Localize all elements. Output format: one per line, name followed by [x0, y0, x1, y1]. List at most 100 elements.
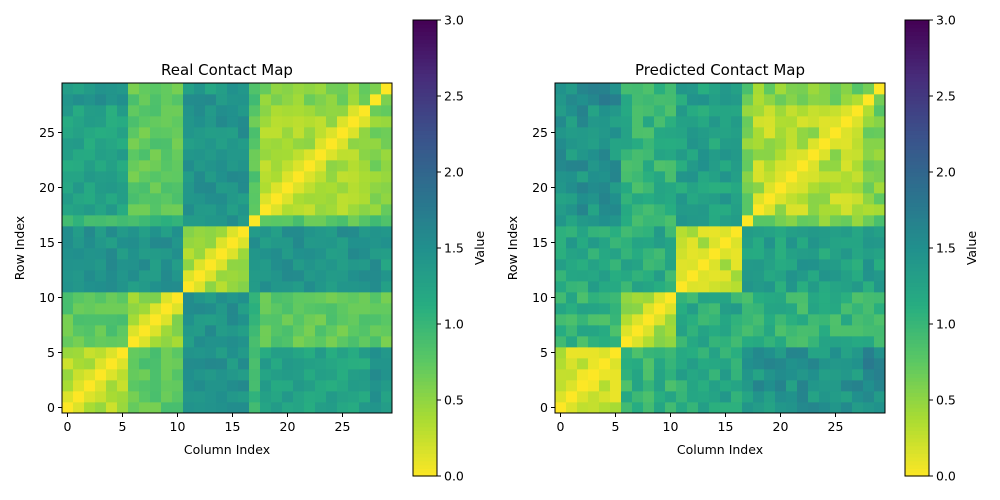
heatmap-cell: [128, 325, 140, 337]
heatmap-cell: [370, 402, 382, 414]
heatmap-cell: [95, 204, 107, 216]
heatmap-cell: [830, 314, 842, 326]
colorbar-segment: [905, 259, 929, 264]
heatmap-cell: [819, 94, 831, 106]
heatmap-cell: [764, 402, 776, 414]
heatmap-cell: [577, 314, 589, 326]
heatmap-cell: [84, 369, 96, 381]
heatmap-cell: [227, 226, 239, 238]
heatmap-cell: [588, 292, 600, 304]
heatmap-cell: [238, 259, 250, 271]
heatmap-cell: [84, 237, 96, 249]
heatmap-cell: [194, 248, 206, 260]
heatmap-cell: [577, 94, 589, 106]
heatmap-cell: [786, 281, 798, 293]
heatmap-cell: [260, 116, 272, 128]
heatmap-cell: [73, 281, 85, 293]
heatmap-cell: [654, 336, 666, 348]
colorbar-segment: [413, 210, 437, 215]
heatmap-cell: [161, 116, 173, 128]
heatmap-cell: [720, 226, 732, 238]
heatmap-cell: [150, 160, 162, 172]
colorbar-segment: [413, 297, 437, 302]
heatmap-cell: [359, 248, 371, 260]
heatmap-cell: [150, 171, 162, 183]
heatmap-cell: [797, 160, 809, 172]
heatmap-cell: [808, 215, 820, 227]
heatmap-cell: [698, 193, 710, 205]
heatmap-cell: [161, 380, 173, 392]
heatmap-cell: [852, 215, 864, 227]
heatmap-cell: [271, 325, 283, 337]
heatmap-cell: [62, 314, 74, 326]
heatmap-cell: [381, 94, 393, 106]
colorbar-segment: [905, 327, 929, 333]
heatmap-cell: [687, 138, 699, 150]
colorbar-segment: [413, 365, 437, 371]
heatmap-cell: [282, 204, 294, 216]
heatmap-cell: [205, 182, 217, 194]
heatmap-cell: [588, 116, 600, 128]
heatmap-cell: [874, 248, 886, 260]
heatmap-cell: [753, 83, 765, 95]
colorbar-segment: [413, 145, 437, 150]
heatmap-cell: [370, 215, 382, 227]
heatmap-cell: [205, 160, 217, 172]
heatmap-cell: [555, 149, 567, 161]
colorbar-segment: [905, 232, 929, 238]
heatmap-cell: [588, 160, 600, 172]
y-tick-label: 25: [39, 125, 55, 140]
colorbar-segment: [413, 472, 437, 477]
heatmap-cell: [775, 358, 787, 370]
heatmap-cell: [599, 259, 611, 271]
heatmap-cell: [359, 314, 371, 326]
heatmap-cell: [216, 270, 228, 282]
heatmap-cell: [555, 83, 567, 95]
heatmap-cell: [194, 292, 206, 304]
heatmap-cell: [282, 248, 294, 260]
heatmap-cell: [315, 380, 327, 392]
heatmap-cell: [348, 336, 360, 348]
heatmap-cell: [654, 182, 666, 194]
heatmap-cell: [238, 281, 250, 293]
colorbar-tick-label: 1.5: [444, 241, 464, 256]
heatmap-cell: [643, 402, 655, 414]
heatmap-cell: [841, 116, 853, 128]
heatmap-cell: [665, 215, 677, 227]
heatmap-cell: [293, 149, 305, 161]
heatmap-cell: [337, 336, 349, 348]
heatmap-cell: [326, 94, 338, 106]
heatmap-cell: [720, 204, 732, 216]
heatmap-cell: [139, 402, 151, 414]
heatmap-cell: [764, 259, 776, 271]
heatmap-cell: [205, 369, 217, 381]
heatmap-cell: [304, 347, 316, 359]
heatmap-cell: [282, 259, 294, 271]
heatmap-cell: [852, 94, 864, 106]
heatmap-cell: [271, 182, 283, 194]
heatmap-cell: [687, 226, 699, 238]
heatmap-cell: [73, 314, 85, 326]
heatmap-cell: [775, 380, 787, 392]
heatmap-cell: [742, 127, 754, 139]
heatmap-cell: [304, 226, 316, 238]
heatmap-cell: [808, 292, 820, 304]
heatmap-cell: [764, 105, 776, 117]
colorbar-tick-label: 3.0: [936, 13, 956, 28]
heatmap-cell: [106, 369, 118, 381]
heatmap-cell: [359, 391, 371, 403]
heatmap-cell: [161, 391, 173, 403]
heatmap-cell: [555, 270, 567, 282]
heatmap-cell: [227, 215, 239, 227]
heatmap-cell: [720, 380, 732, 392]
heatmap-cell: [183, 259, 195, 271]
heatmap-cell: [337, 402, 349, 414]
heatmap-cell: [348, 226, 360, 238]
colorbar-segment: [413, 308, 437, 314]
heatmap-cell: [315, 314, 327, 326]
colorbar-segment: [413, 20, 437, 25]
colorbar-segment: [905, 35, 929, 40]
heatmap-cell: [566, 281, 578, 293]
heatmap-cell: [337, 160, 349, 172]
heatmap-cell: [555, 127, 567, 139]
